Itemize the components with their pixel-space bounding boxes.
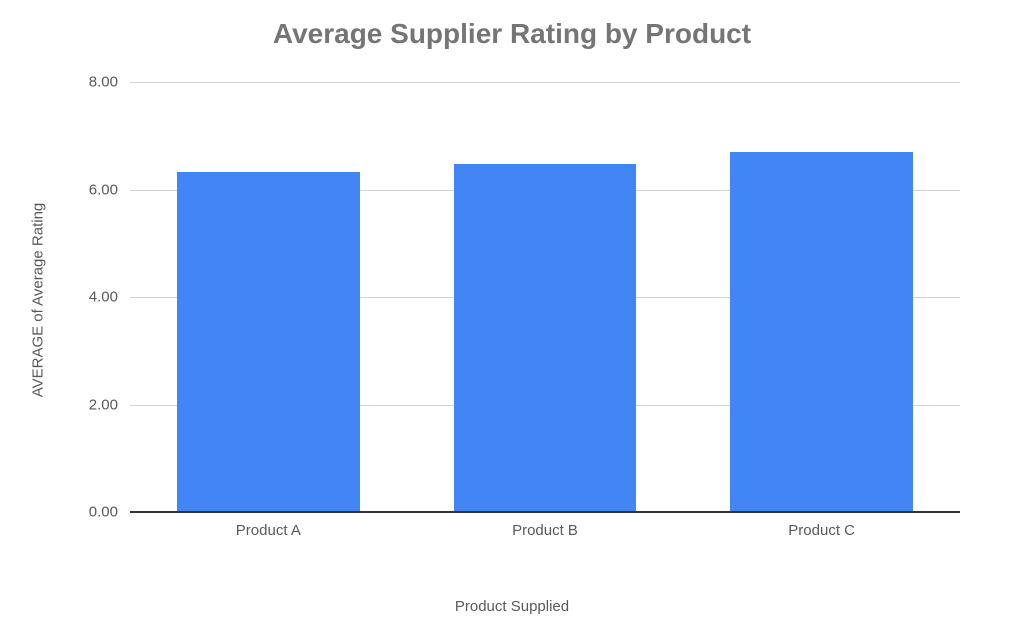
y-tick-label: 8.00 <box>89 74 118 91</box>
bar <box>454 164 637 512</box>
bar <box>730 152 913 512</box>
y-tick-label: 6.00 <box>89 181 118 198</box>
x-tick-label: Product A <box>236 522 301 539</box>
y-tick-label: 4.00 <box>89 289 118 306</box>
plot-area: 0.002.004.006.008.00Product AProduct BPr… <box>130 82 960 512</box>
x-tick-label: Product B <box>512 522 578 539</box>
x-axis-label: Product Supplied <box>0 598 1024 615</box>
y-axis-label: AVERAGE of Average Rating <box>30 203 47 398</box>
chart-title: Average Supplier Rating by Product <box>0 18 1024 50</box>
bar <box>177 172 360 512</box>
grid-line <box>130 82 960 83</box>
y-tick-label: 2.00 <box>89 396 118 413</box>
x-axis-line <box>130 511 960 513</box>
chart-container: Average Supplier Rating by Product AVERA… <box>0 0 1024 633</box>
y-tick-label: 0.00 <box>89 504 118 521</box>
x-tick-label: Product C <box>788 522 855 539</box>
